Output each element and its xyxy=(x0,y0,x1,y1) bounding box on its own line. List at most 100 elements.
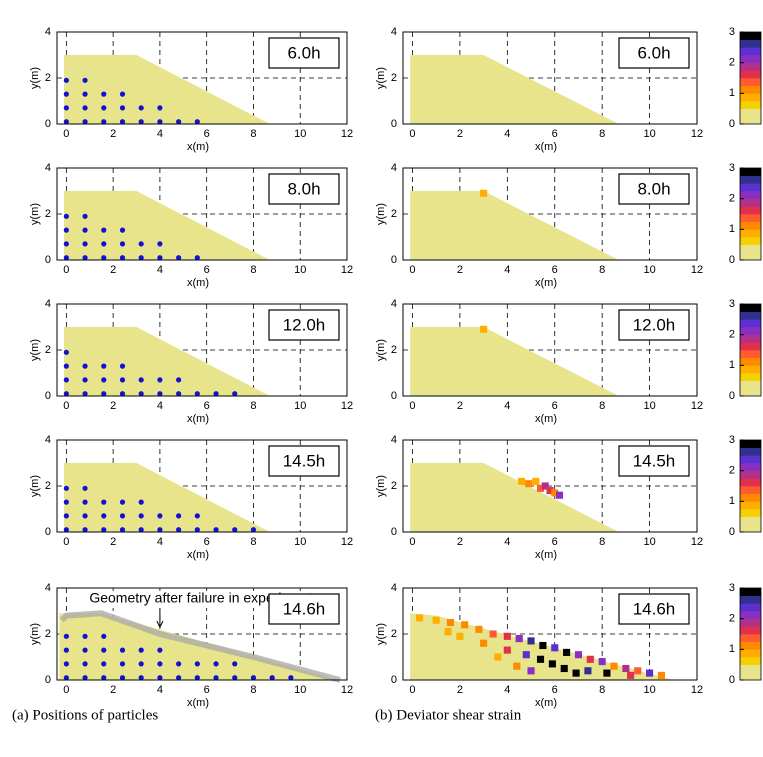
particle xyxy=(101,527,107,533)
colorbar-band xyxy=(740,32,761,40)
plot-frame xyxy=(56,31,348,125)
particle xyxy=(82,227,88,233)
particle xyxy=(213,391,219,397)
x-tick-label: 0 xyxy=(63,264,69,276)
x-tick-label: 10 xyxy=(294,536,306,548)
particle xyxy=(82,213,88,219)
particle xyxy=(157,675,163,681)
colorbar-band xyxy=(740,365,761,374)
colorbar-band xyxy=(740,342,761,351)
x-tick-label: 8 xyxy=(599,128,605,140)
x-tick-label: 12 xyxy=(691,684,703,696)
colorbar-tick-label: 1 xyxy=(729,495,735,507)
colorbar-tick-label: 1 xyxy=(729,87,735,99)
colorbar-band xyxy=(740,486,761,494)
x-tick-label: 4 xyxy=(157,264,163,276)
strain-cell xyxy=(480,325,488,333)
strain-cell xyxy=(475,625,483,633)
particle xyxy=(63,349,69,355)
colorbar-tick-label: 0 xyxy=(729,118,735,130)
y-tick-label: 2 xyxy=(391,628,397,640)
time-label: 14.5h xyxy=(633,451,676,470)
particle xyxy=(250,527,257,533)
x-tick-label: 2 xyxy=(110,536,116,548)
particle xyxy=(119,119,126,125)
particle xyxy=(138,499,144,505)
x-tick-label: 8 xyxy=(250,264,256,276)
x-tick-label: 12 xyxy=(341,400,353,412)
y-axis-label: y(m) xyxy=(375,475,387,497)
particle xyxy=(157,391,163,397)
x-tick-label: 2 xyxy=(110,128,116,140)
x-tick-label: 10 xyxy=(294,128,306,140)
particle xyxy=(82,363,88,369)
colorbar-tick-label: 1 xyxy=(729,643,735,655)
particle xyxy=(82,513,88,519)
x-tick-label: 0 xyxy=(409,536,415,548)
y-tick-label: 4 xyxy=(391,162,397,174)
y-axis-label: y(m) xyxy=(375,623,387,645)
colorbar-band xyxy=(740,116,761,125)
strain-cell xyxy=(444,628,452,636)
particle xyxy=(82,105,88,111)
x-tick-label: 8 xyxy=(599,536,605,548)
y-tick-label: 4 xyxy=(45,582,51,594)
caption: (a) Positions of particles xyxy=(12,707,158,723)
colorbar-band xyxy=(740,641,761,650)
colorbar-band xyxy=(740,501,761,510)
colorbar-band xyxy=(740,672,761,681)
particle xyxy=(101,647,107,653)
colorbar-band xyxy=(740,214,761,222)
particle xyxy=(82,527,88,533)
particle xyxy=(63,527,69,533)
particle xyxy=(157,255,163,261)
strain-cell xyxy=(539,641,547,650)
particle xyxy=(101,391,107,397)
x-tick-label: 6 xyxy=(204,536,210,548)
x-tick-label: 6 xyxy=(552,536,558,548)
particle xyxy=(176,119,182,125)
time-label: 14.6h xyxy=(633,599,676,618)
x-axis-label: x(m) xyxy=(535,277,557,289)
colorbar-band xyxy=(740,183,761,192)
time-label: 8.0h xyxy=(637,179,670,198)
particle xyxy=(157,647,163,653)
x-axis-label: x(m) xyxy=(535,141,557,153)
x-tick-label: 6 xyxy=(204,128,210,140)
particle xyxy=(138,527,144,533)
particle xyxy=(119,91,126,97)
colorbar-band xyxy=(740,327,761,335)
y-axis-label: y(m) xyxy=(29,67,41,89)
colorbar-band xyxy=(740,595,761,604)
x-tick-label: 2 xyxy=(457,684,463,696)
soil-body xyxy=(410,191,619,260)
soil-body xyxy=(64,191,270,260)
particle xyxy=(63,513,69,519)
colorbar-band xyxy=(740,47,761,56)
particle xyxy=(82,675,88,681)
strain-cell xyxy=(446,618,454,627)
y-tick-label: 4 xyxy=(391,582,397,594)
particle xyxy=(213,661,219,667)
y-axis-label: y(m) xyxy=(375,203,387,225)
particle xyxy=(138,377,144,383)
strain-cell xyxy=(480,639,488,647)
strain-cell xyxy=(513,662,521,670)
particle xyxy=(119,363,126,369)
particle xyxy=(63,633,69,639)
strain-cell xyxy=(532,477,540,485)
particle xyxy=(138,391,144,397)
particle xyxy=(101,675,107,681)
y-axis-label: y(m) xyxy=(375,339,387,361)
y-axis-label: y(m) xyxy=(29,475,41,497)
particle xyxy=(101,377,107,383)
x-tick-label: 12 xyxy=(341,128,353,140)
y-axis-label: y(m) xyxy=(29,203,41,225)
strain-cell xyxy=(560,664,568,673)
colorbar-band xyxy=(740,198,761,207)
annotation-arrowhead xyxy=(156,620,164,629)
particle xyxy=(82,119,88,125)
x-tick-label: 2 xyxy=(110,264,116,276)
colorbar-tick-label: 3 xyxy=(729,298,735,310)
